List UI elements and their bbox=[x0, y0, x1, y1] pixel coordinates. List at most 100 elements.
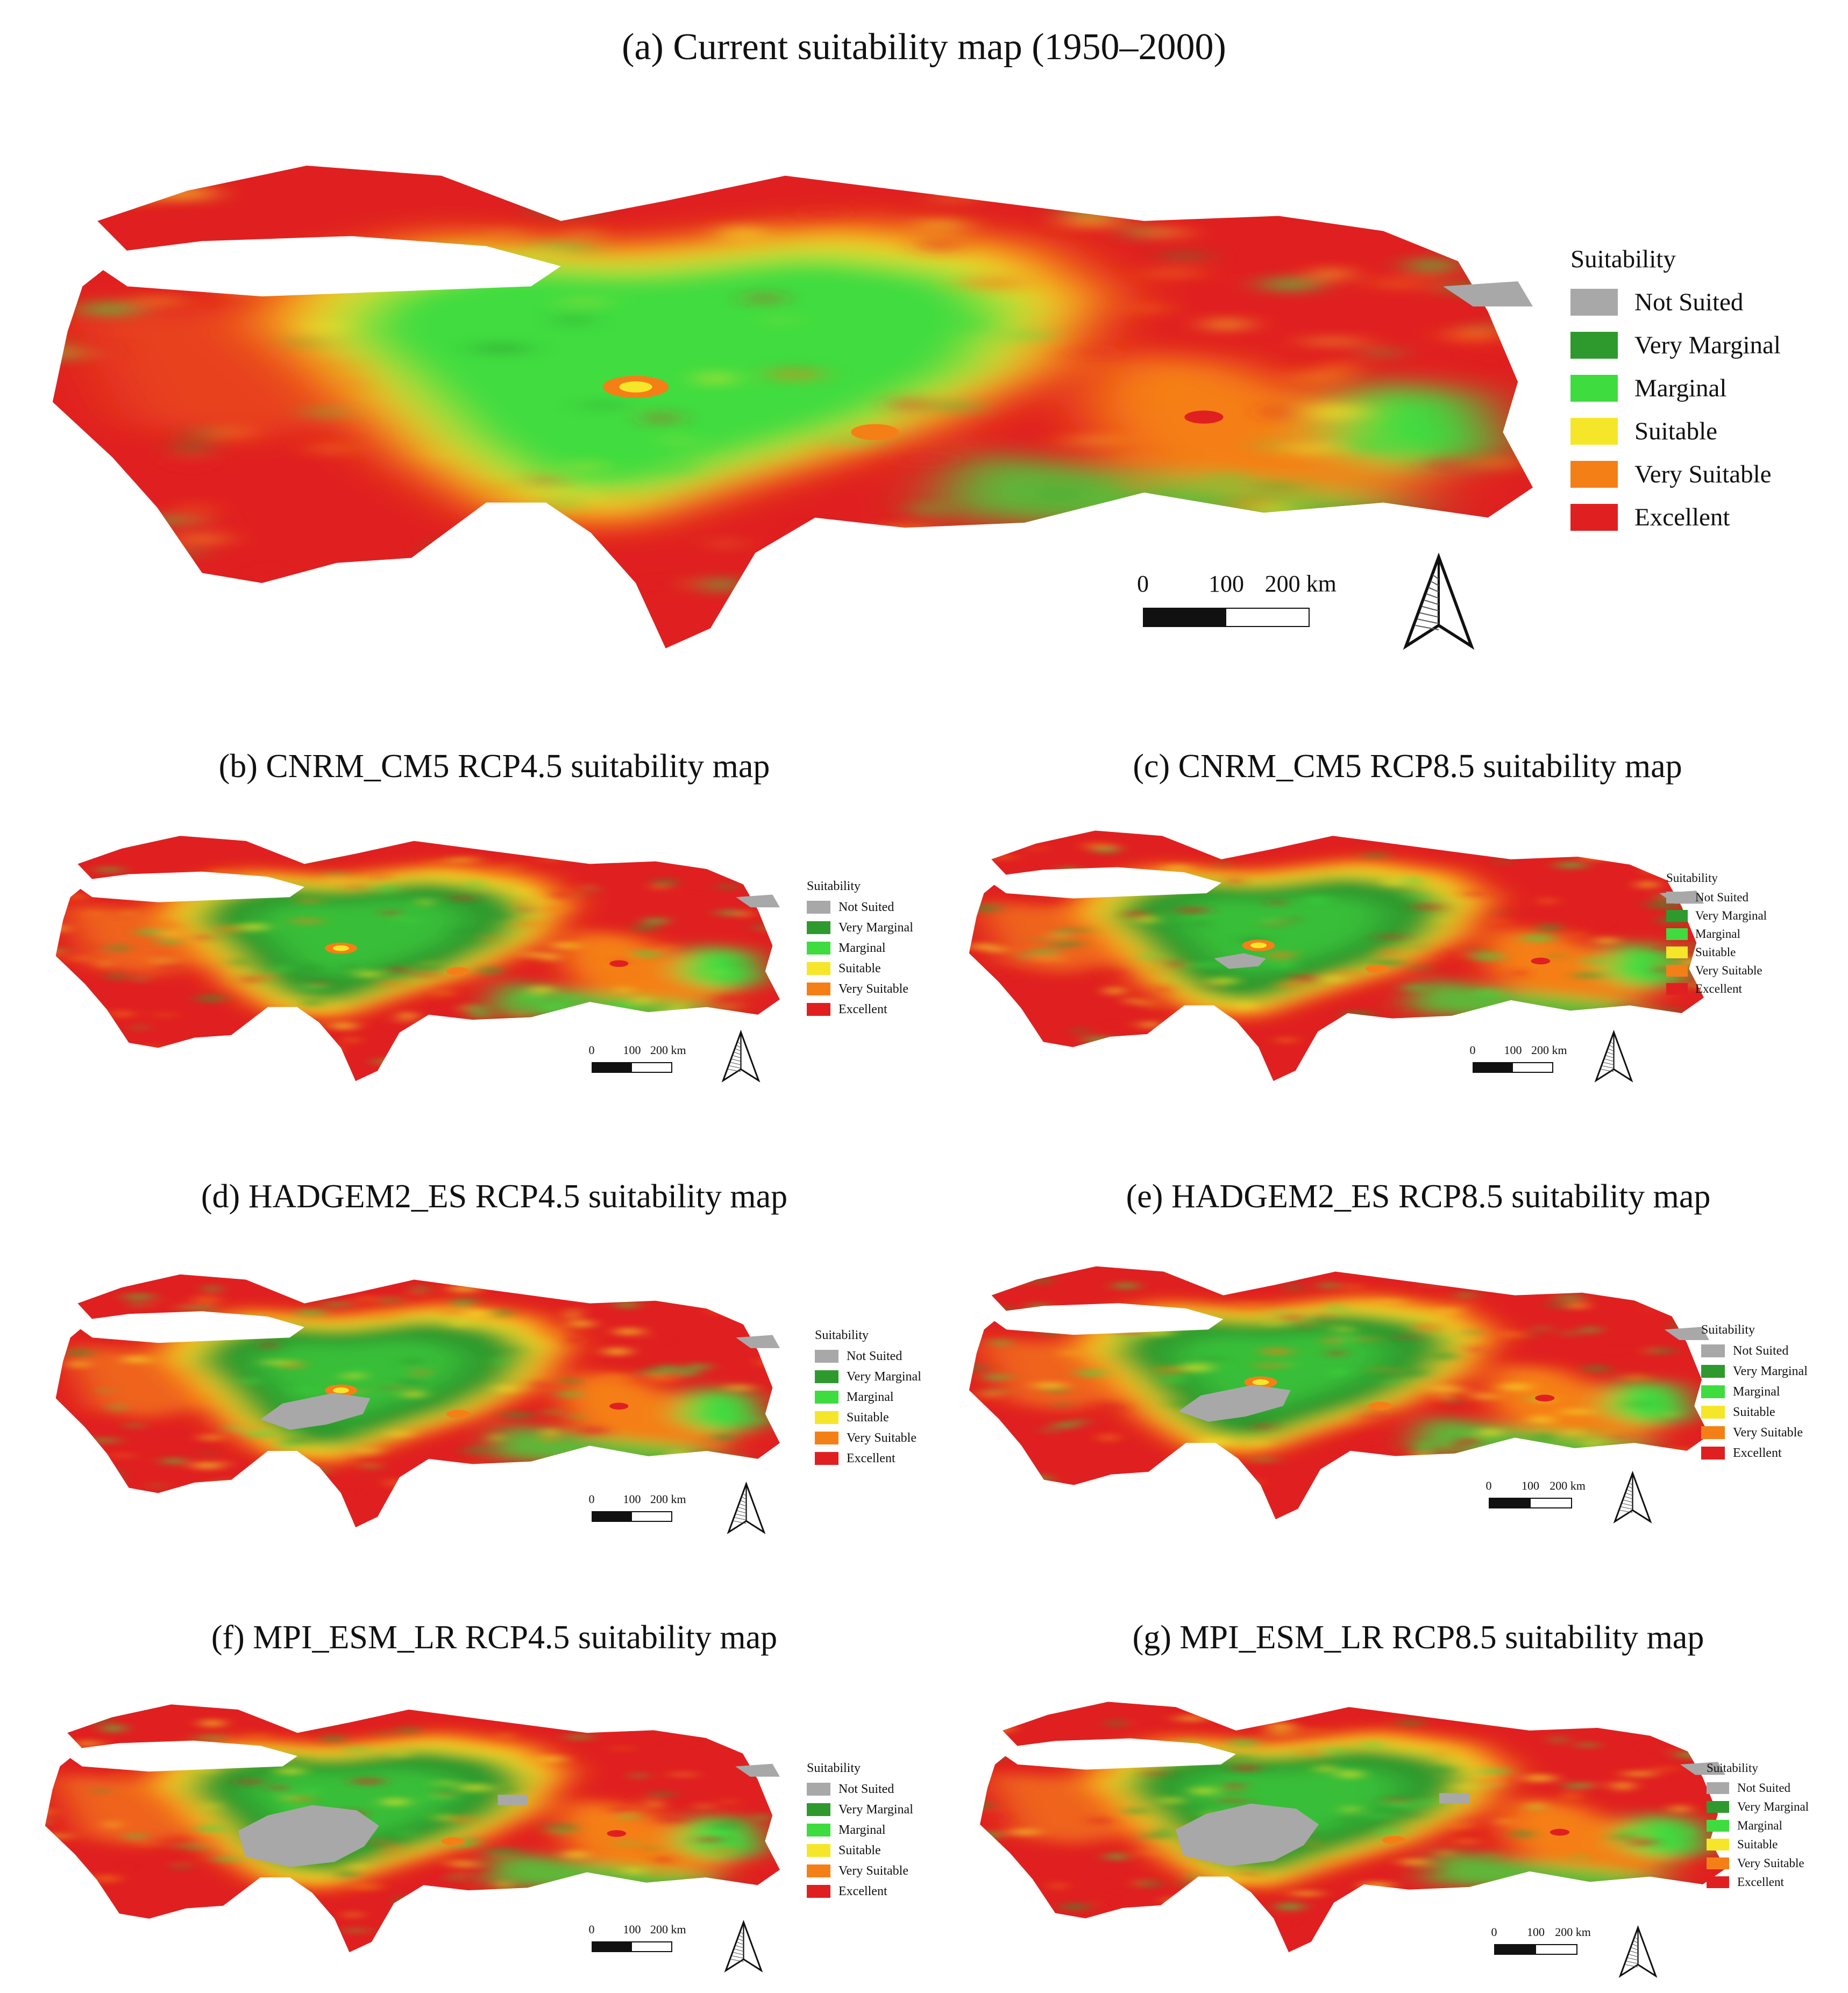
scale-bar-graphic bbox=[592, 1062, 672, 1073]
legend-title: Suitability bbox=[1570, 245, 1676, 273]
scale-bar: 0 100 200 km bbox=[1470, 1043, 1567, 1073]
legend-item: Marginal bbox=[1701, 1382, 1808, 1402]
legend-swatch bbox=[1701, 1344, 1725, 1357]
scale-label: 0 bbox=[588, 1492, 595, 1506]
legend-swatch bbox=[1570, 504, 1618, 531]
panel-title: (c) CNRM_CM5 RCP8.5 suitability map bbox=[1133, 748, 1682, 785]
legend-swatch bbox=[815, 1432, 838, 1444]
legend-swatch bbox=[1570, 461, 1618, 488]
legend-swatch bbox=[1707, 1876, 1729, 1888]
legend-item: Excellent bbox=[1707, 1873, 1809, 1891]
legend-item: Excellent bbox=[807, 999, 913, 1020]
north-arrow-icon bbox=[721, 1029, 760, 1083]
legend-item: Very Marginal bbox=[807, 917, 913, 938]
legend-item: Marginal bbox=[815, 1387, 921, 1407]
legend-swatch bbox=[1570, 418, 1618, 445]
legend-item: Very Marginal bbox=[1666, 907, 1767, 925]
legend-label: Not Suited bbox=[1733, 1343, 1789, 1358]
legend-swatch bbox=[1570, 375, 1618, 402]
legend-item: Very Suitable bbox=[1666, 962, 1767, 980]
legend-swatch bbox=[807, 1885, 830, 1898]
scale-label: 0 bbox=[588, 1923, 595, 1936]
legend-label: Not Suited bbox=[847, 1349, 902, 1363]
legend-item: Very Marginal bbox=[1570, 324, 1781, 367]
legend-item: Not Suited bbox=[815, 1346, 921, 1366]
legend-swatch bbox=[815, 1391, 838, 1404]
legend-swatch bbox=[807, 983, 830, 995]
panel-d: (d) HADGEM2_ES RCP4.5 suitability map Su… bbox=[0, 1167, 924, 1586]
legend-label: Suitable bbox=[1634, 417, 1718, 445]
legend-swatch bbox=[807, 942, 830, 955]
legend-label: Marginal bbox=[1695, 927, 1740, 941]
legend-item: Not Suited bbox=[1707, 1778, 1809, 1797]
legend-item: Excellent bbox=[1701, 1443, 1808, 1463]
legend-item: Very Marginal bbox=[807, 1799, 913, 1820]
legend-label: Very Marginal bbox=[838, 1802, 913, 1817]
legend-label: Excellent bbox=[1695, 982, 1742, 995]
legend-label: Marginal bbox=[847, 1390, 894, 1404]
legend-item: Marginal bbox=[1570, 367, 1781, 410]
panel-g: (g) MPI_ESM_LR RCP8.5 suitability map Su… bbox=[924, 1608, 1848, 1993]
panel-title: (e) HADGEM2_ES RCP8.5 suitability map bbox=[1126, 1178, 1711, 1215]
suitability-map bbox=[969, 830, 1704, 1081]
legend-label: Suitable bbox=[838, 961, 881, 976]
legend-item: Very Suitable bbox=[1701, 1422, 1808, 1443]
scale-label: 200 km bbox=[650, 1043, 686, 1057]
legend-swatch bbox=[815, 1452, 838, 1465]
scale-label: 200 km bbox=[1531, 1043, 1567, 1057]
legend-swatch bbox=[807, 921, 830, 934]
legend-title: Suitability bbox=[1701, 1323, 1755, 1337]
legend-swatch bbox=[1701, 1385, 1725, 1398]
legend: Suitability Not Suited Very Marginal Margin… bbox=[815, 1328, 921, 1469]
legend-swatch bbox=[807, 1824, 830, 1837]
scale-label: 0 bbox=[588, 1043, 595, 1057]
legend-swatch bbox=[807, 1003, 830, 1016]
legend-swatch bbox=[807, 1844, 830, 1857]
suitability-map bbox=[969, 1266, 1709, 1520]
scale-bar-graphic bbox=[1489, 1498, 1572, 1509]
legend: Suitability Not Suited Very Marginal Margin… bbox=[1707, 1761, 1809, 1891]
legend-label: Excellent bbox=[838, 1884, 887, 1898]
legend-swatch bbox=[815, 1370, 838, 1383]
scale-bar-black-segment bbox=[593, 1512, 632, 1521]
legend: Suitability Not Suited Very Marginal Margin… bbox=[807, 1761, 913, 1902]
legend-item: Very Marginal bbox=[1707, 1797, 1809, 1816]
legend-label: Very Suitable bbox=[1737, 1856, 1804, 1870]
panel-a: (a) Current suitability map (1950–2000) … bbox=[0, 0, 1848, 678]
legend-item: Excellent bbox=[1570, 496, 1781, 539]
panel-e: (e) HADGEM2_ES RCP8.5 suitability map Su… bbox=[924, 1167, 1848, 1586]
suitability-map bbox=[52, 166, 1533, 649]
legend-label: Excellent bbox=[1634, 503, 1730, 531]
scale-bar-black-segment bbox=[1144, 609, 1226, 627]
suitability-map bbox=[55, 1274, 780, 1528]
legend-item: Very Suitable bbox=[1570, 453, 1781, 496]
north-arrow-icon bbox=[1594, 1029, 1633, 1083]
legend-label: Very Suitable bbox=[1733, 1425, 1803, 1440]
legend-label: Very Marginal bbox=[847, 1369, 921, 1384]
legend-item: Suitable bbox=[807, 1840, 913, 1861]
suitability-map bbox=[980, 1702, 1725, 1953]
north-arrow-icon bbox=[1613, 1470, 1652, 1524]
legend-swatch bbox=[815, 1411, 838, 1424]
legend-item: Marginal bbox=[1707, 1816, 1809, 1835]
legend-swatch bbox=[807, 901, 830, 914]
scale-bar-black-segment bbox=[593, 1942, 632, 1952]
legend-item: Suitable bbox=[1570, 410, 1781, 453]
legend-item: Excellent bbox=[815, 1448, 921, 1469]
legend-swatch bbox=[1666, 946, 1688, 958]
legend-label: Not Suited bbox=[1634, 288, 1744, 316]
legend-label: Very Suitable bbox=[838, 1863, 908, 1878]
legend-label: Suitable bbox=[1737, 1837, 1778, 1851]
legend-label: Excellent bbox=[847, 1451, 895, 1465]
legend-label: Very Marginal bbox=[838, 920, 913, 935]
legend-label: Marginal bbox=[838, 1823, 886, 1837]
scale-label: 100 bbox=[623, 1923, 641, 1936]
legend-label: Not Suited bbox=[1737, 1781, 1791, 1795]
legend-item: Very Suitable bbox=[1707, 1854, 1809, 1873]
legend-item: Very Suitable bbox=[807, 1861, 913, 1881]
legend-item: Not Suited bbox=[807, 1779, 913, 1799]
legend-item: Excellent bbox=[807, 1881, 913, 1902]
legend-item: Very Marginal bbox=[1701, 1361, 1808, 1382]
legend-swatch bbox=[807, 1803, 830, 1816]
legend-label: Suitable bbox=[847, 1410, 889, 1425]
